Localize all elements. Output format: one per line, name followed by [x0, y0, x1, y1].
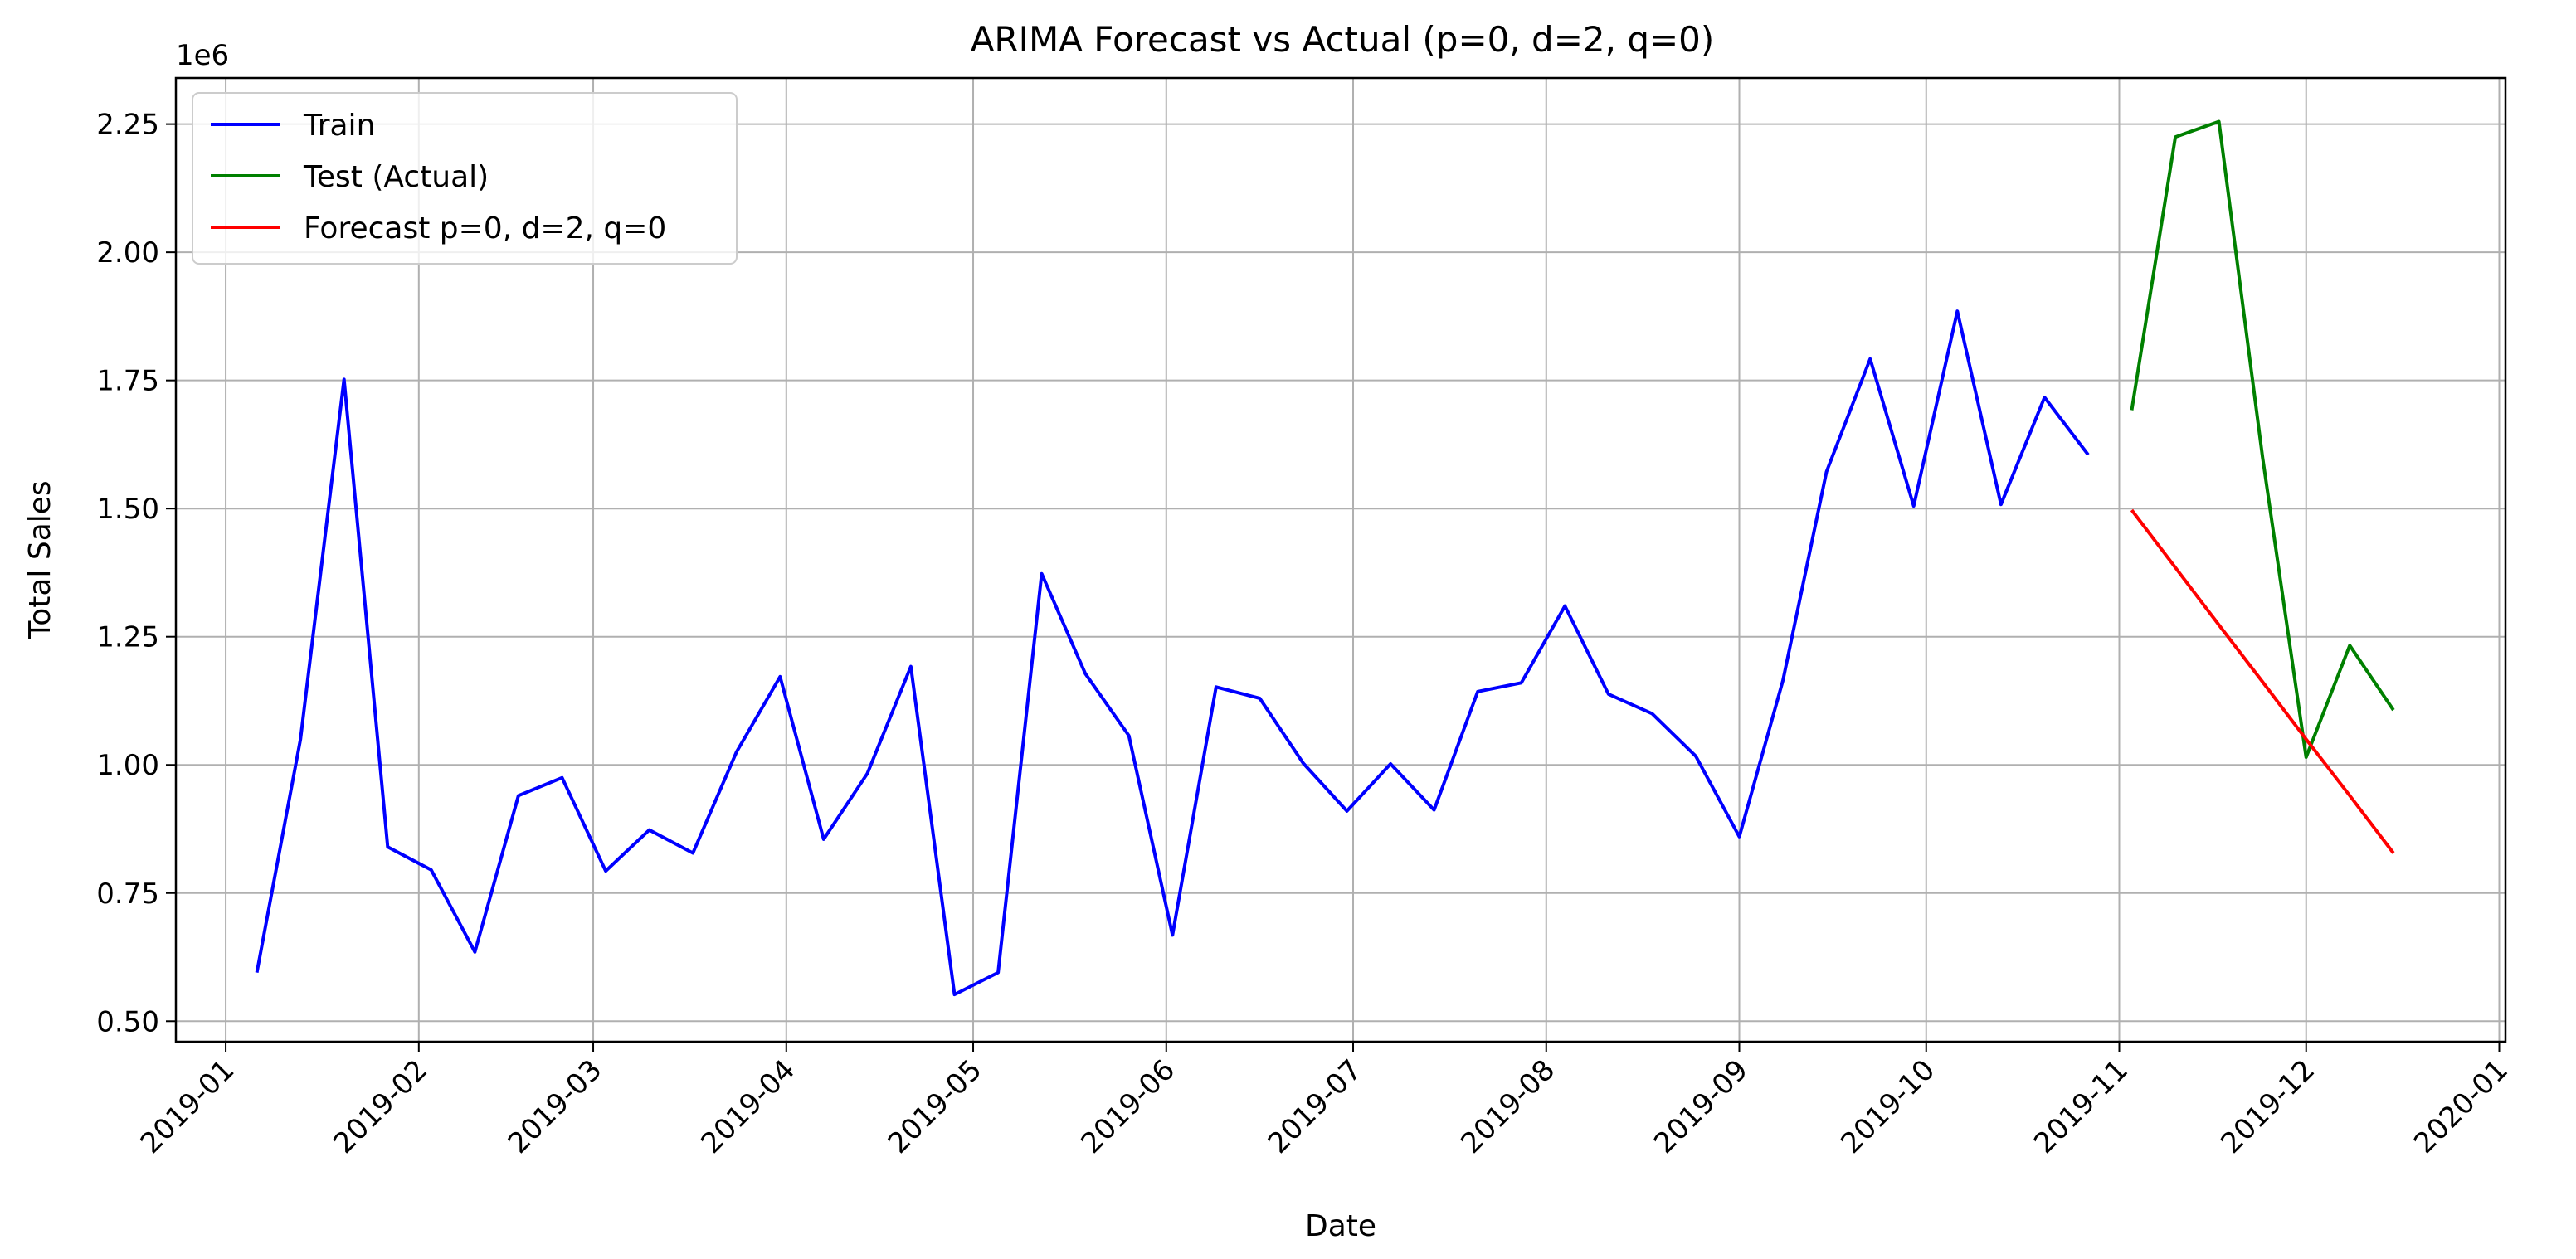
y-tick-label: 1.25 [96, 621, 159, 654]
y-tick-label: 1.75 [96, 365, 159, 398]
y-tick-label: 1.50 [96, 493, 159, 526]
plot-area-frame [174, 76, 2507, 1043]
legend-label-forecast: Forecast p=0, d=2, q=0 [304, 211, 666, 245]
legend-label-test: Test (Actual) [303, 160, 489, 194]
forecast-line [2130, 508, 2395, 854]
x-axis-label: Date [1305, 1209, 1376, 1243]
y-tick-label: 1.00 [96, 749, 159, 782]
legend-box [192, 92, 738, 265]
y-tick-label: 2.25 [96, 109, 159, 142]
y-axis-label: Total Sales [23, 480, 57, 639]
y-offset-label: 1e6 [176, 39, 229, 72]
series-lines [255, 119, 2395, 997]
chart-title: ARIMA Forecast vs Actual (p=0, d=2, q=0) [971, 19, 1715, 60]
train-line [255, 309, 2090, 997]
y-tick-label: 0.75 [96, 877, 159, 911]
test-actual-line [2130, 119, 2395, 759]
legend: Train Test (Actual) Forecast p=0, d=2, q… [192, 92, 738, 265]
legend-label-train: Train [303, 109, 375, 143]
y-tick-label: 2.00 [96, 236, 159, 270]
y-tick-label: 0.50 [96, 1005, 159, 1038]
